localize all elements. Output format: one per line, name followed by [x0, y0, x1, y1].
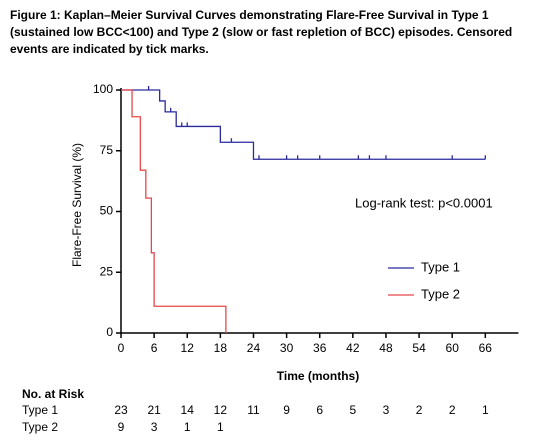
annotation: Log-rank test: p<0.0001 — [355, 195, 493, 210]
risk-count: 1 — [217, 420, 224, 434]
risk-count: 1 — [482, 403, 489, 417]
risk-count: 2 — [416, 403, 423, 417]
x-tick-label: 36 — [313, 341, 327, 355]
x-tick-label: 18 — [214, 341, 228, 355]
risk-count: 2 — [449, 403, 456, 417]
x-tick-label: 42 — [346, 341, 360, 355]
risk-count: 11 — [247, 403, 260, 417]
risk-row-name: Type 2 — [22, 420, 58, 434]
risk-count: 9 — [118, 420, 125, 434]
risk-count: 9 — [283, 403, 290, 417]
y-tick-label: 25 — [100, 264, 114, 278]
y-tick-label: 75 — [100, 143, 114, 157]
x-tick-label: 60 — [446, 341, 460, 355]
y-tick-label: 0 — [106, 325, 113, 339]
x-tick-label: 66 — [479, 341, 493, 355]
y-tick-label: 100 — [93, 82, 113, 96]
x-axis-label: Time (months) — [277, 369, 359, 383]
y-axis-label: Flare-Free Survival (%) — [70, 143, 84, 267]
y-tick-label: 50 — [100, 204, 114, 218]
x-tick-label: 0 — [118, 341, 125, 355]
risk-count: 5 — [349, 403, 356, 417]
risk-title: No. at Risk — [22, 387, 84, 401]
legend-label: Type 2 — [421, 286, 460, 301]
risk-count: 14 — [181, 403, 195, 417]
risk-row-name: Type 1 — [22, 403, 58, 417]
x-tick-label: 48 — [379, 341, 393, 355]
risk-count: 23 — [114, 403, 128, 417]
x-tick-label: 24 — [247, 341, 261, 355]
risk-count: 12 — [214, 403, 228, 417]
legend-label: Type 1 — [421, 259, 460, 274]
risk-count: 3 — [151, 420, 158, 434]
x-tick-label: 12 — [181, 341, 195, 355]
risk-count: 1 — [184, 420, 191, 434]
x-tick-label: 30 — [280, 341, 294, 355]
risk-count: 3 — [383, 403, 390, 417]
survival-curve — [121, 89, 486, 160]
risk-count: 6 — [316, 403, 323, 417]
risk-count: 21 — [147, 403, 161, 417]
chart-title: Figure 1: Kaplan–Meier Survival Curves d… — [10, 8, 513, 56]
survival-curve — [121, 89, 227, 333]
x-tick-label: 6 — [151, 341, 158, 355]
x-tick-label: 54 — [412, 341, 426, 355]
